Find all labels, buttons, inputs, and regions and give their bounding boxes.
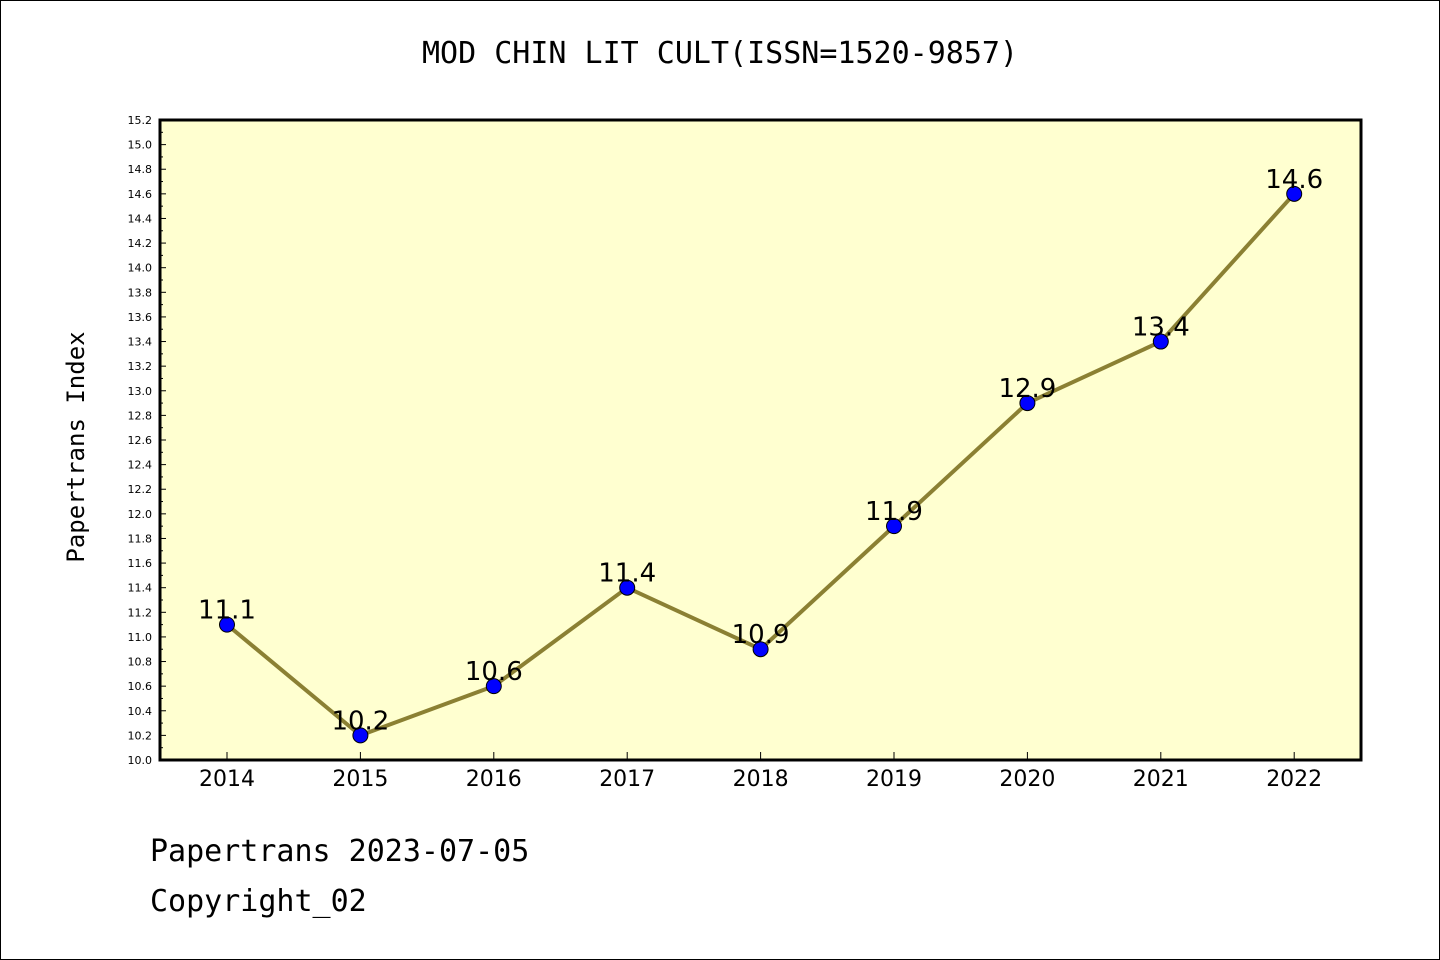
chart-title: MOD CHIN LIT CULT(ISSN=1520-9857) — [421, 36, 1019, 71]
data-point — [1286, 185, 1303, 202]
y-tick-label: 11.8 — [128, 532, 153, 545]
data-label: 14.6 — [1265, 165, 1323, 195]
plot-border — [158, 118, 1363, 762]
y-tick-label: 12.4 — [128, 459, 153, 472]
y-tick-label: 13.0 — [128, 385, 153, 398]
y-tick-label: 11.4 — [128, 582, 153, 595]
x-tick-label: 2017 — [599, 767, 655, 792]
y-tick-label: 12.6 — [128, 434, 153, 447]
data-label: 11.9 — [865, 497, 923, 527]
data-label: 10.9 — [732, 620, 790, 650]
data-label: 11.4 — [598, 559, 656, 589]
y-tick-label: 10.4 — [128, 705, 153, 718]
y-tick-label: 11.0 — [128, 631, 153, 644]
data-point — [752, 641, 769, 658]
y-tick-label: 10.6 — [128, 680, 153, 693]
y-tick-label: 15.2 — [128, 114, 153, 127]
data-point — [485, 678, 502, 695]
footer-date: Papertrans 2023-07-05 — [150, 834, 530, 869]
x-tick-label: 2016 — [466, 767, 522, 792]
data-point — [219, 616, 235, 633]
data-label: 10.2 — [331, 706, 389, 736]
y-tick-label: 12.0 — [128, 508, 153, 521]
x-axis: 2014 2015 2016 2017 2018 2019 2020 2021 2022 — [199, 752, 1322, 792]
y-tick-label: 14.8 — [128, 163, 153, 176]
series-layer: 11.1 10.2 10.6 11.4 10.9 11.9 12.9 13.4 14.6 — [198, 165, 1323, 744]
data-point — [1152, 333, 1169, 350]
y-tick-label: 14.2 — [128, 237, 153, 250]
y-tick-label: 14.4 — [128, 212, 153, 225]
data-point — [1019, 395, 1036, 412]
y-tick-label: 11.6 — [128, 557, 153, 570]
data-label: 11.1 — [198, 596, 256, 626]
y-tick-label: 13.8 — [128, 286, 153, 299]
y-tick-label: 11.2 — [128, 606, 153, 619]
y-tick-label: 14.0 — [128, 262, 153, 275]
x-tick-label: 2018 — [733, 767, 789, 792]
y-tick-label: 10.2 — [128, 729, 153, 742]
y-axis: 10.0 10.2 10.4 10.6 10.8 11.0 11.2 11.4 11.6 11.8… — [128, 114, 166, 767]
data-point — [619, 579, 636, 596]
y-tick-label: 12.8 — [128, 409, 153, 422]
data-point — [352, 727, 369, 744]
y-tick-label: 10.8 — [128, 656, 153, 669]
plot-area — [160, 120, 1361, 760]
y-tick-label: 13.4 — [128, 336, 153, 349]
x-tick-label: 2021 — [1133, 767, 1189, 792]
x-tick-label: 2014 — [199, 767, 255, 792]
y-tick-label: 13.6 — [128, 311, 153, 324]
y-tick-label: 15.0 — [128, 139, 153, 152]
y-tick-label: 12.2 — [128, 483, 153, 496]
y-tick-label: 10.0 — [128, 754, 153, 767]
data-point — [886, 518, 902, 535]
y-tick-label: 13.2 — [128, 360, 153, 373]
data-label: 10.6 — [465, 657, 523, 687]
data-label: 12.9 — [998, 374, 1056, 404]
x-tick-label: 2019 — [866, 767, 922, 792]
data-label: 13.4 — [1132, 313, 1190, 343]
footer-copyright: Copyright_02 — [150, 884, 367, 919]
x-tick-label: 2015 — [332, 767, 388, 792]
y-tick-label: 14.6 — [128, 188, 153, 201]
x-tick-label: 2020 — [999, 767, 1055, 792]
x-tick-label: 2022 — [1266, 767, 1322, 792]
